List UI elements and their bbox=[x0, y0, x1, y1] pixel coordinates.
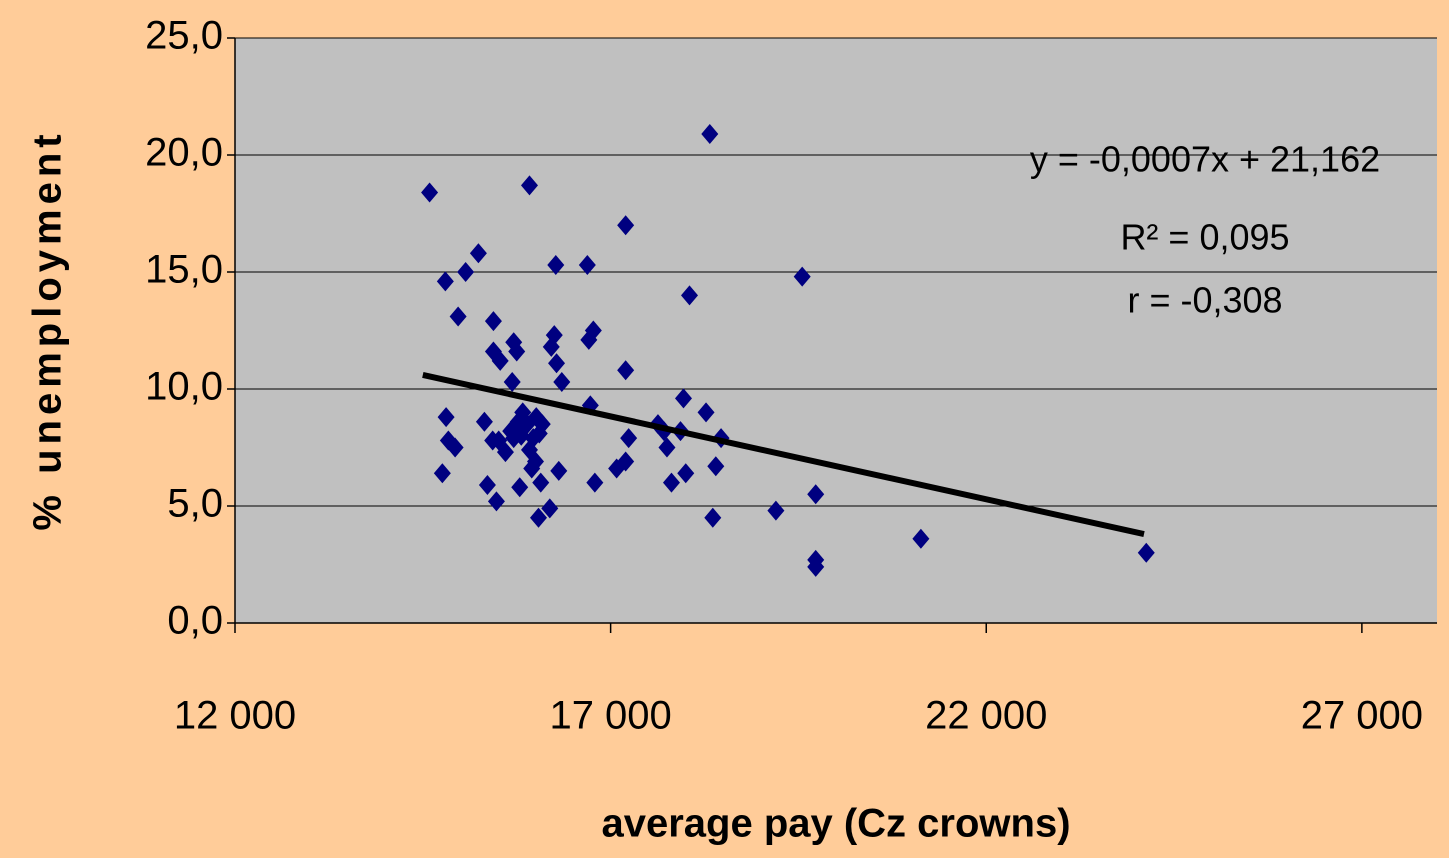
point bbox=[707, 456, 725, 477]
point bbox=[617, 215, 635, 236]
point bbox=[449, 306, 467, 327]
point bbox=[457, 262, 475, 282]
y-tick-label: 25,0 bbox=[145, 14, 223, 58]
point bbox=[674, 388, 692, 409]
point bbox=[469, 243, 487, 264]
point bbox=[584, 320, 602, 341]
x-tick-label: 17 000 bbox=[549, 694, 671, 738]
point bbox=[658, 437, 676, 458]
point bbox=[767, 500, 785, 521]
point bbox=[586, 472, 604, 493]
point bbox=[550, 460, 568, 481]
point bbox=[484, 311, 502, 332]
point bbox=[484, 430, 502, 451]
point bbox=[512, 425, 530, 446]
point bbox=[491, 350, 509, 371]
point bbox=[475, 411, 493, 432]
y-tick-label: 15,0 bbox=[145, 248, 223, 292]
point bbox=[807, 556, 825, 577]
point bbox=[532, 472, 550, 493]
point bbox=[541, 498, 559, 519]
point bbox=[421, 182, 439, 203]
point bbox=[511, 477, 529, 498]
point bbox=[547, 254, 565, 275]
x-tick-label: 27 000 bbox=[1301, 694, 1423, 738]
point bbox=[701, 123, 719, 144]
point bbox=[793, 266, 811, 287]
point bbox=[478, 474, 496, 495]
point bbox=[681, 285, 699, 306]
point bbox=[553, 371, 571, 392]
point bbox=[662, 472, 680, 493]
point bbox=[1137, 542, 1155, 563]
y-tick-label: 10,0 bbox=[145, 365, 223, 409]
point bbox=[508, 341, 526, 362]
point bbox=[487, 491, 505, 512]
point bbox=[530, 423, 548, 444]
point bbox=[697, 402, 715, 423]
trendline bbox=[422, 372, 1145, 538]
point bbox=[436, 271, 454, 292]
point bbox=[578, 254, 596, 275]
x-tick-label: 12 000 bbox=[174, 694, 296, 738]
point bbox=[496, 442, 514, 463]
y-tick-label: 20,0 bbox=[145, 131, 223, 175]
point bbox=[807, 484, 825, 505]
point bbox=[527, 451, 544, 472]
point bbox=[542, 336, 560, 357]
y-tick-label: 0,0 bbox=[167, 599, 223, 643]
point bbox=[530, 507, 548, 528]
point bbox=[446, 437, 464, 458]
point bbox=[912, 528, 930, 549]
y-tick-label: 5,0 bbox=[167, 482, 223, 526]
y-axis-label: % unemployment bbox=[26, 129, 70, 530]
point bbox=[617, 360, 635, 381]
point bbox=[620, 428, 638, 449]
point bbox=[704, 507, 722, 528]
x-tick-label: 22 000 bbox=[925, 694, 1047, 738]
equation: y = -0,0007x + 21,162 bbox=[1030, 139, 1380, 180]
point bbox=[608, 458, 626, 479]
r-squared: R² = 0,095 bbox=[1120, 217, 1289, 258]
point bbox=[437, 407, 455, 428]
plot-area bbox=[235, 38, 1437, 623]
point bbox=[677, 463, 695, 484]
point bbox=[503, 371, 521, 392]
correlation: r = -0,308 bbox=[1127, 280, 1282, 321]
point bbox=[433, 463, 451, 484]
point bbox=[520, 175, 538, 196]
x-axis-label: average pay (Cz crowns) bbox=[601, 802, 1070, 846]
point bbox=[548, 353, 566, 374]
